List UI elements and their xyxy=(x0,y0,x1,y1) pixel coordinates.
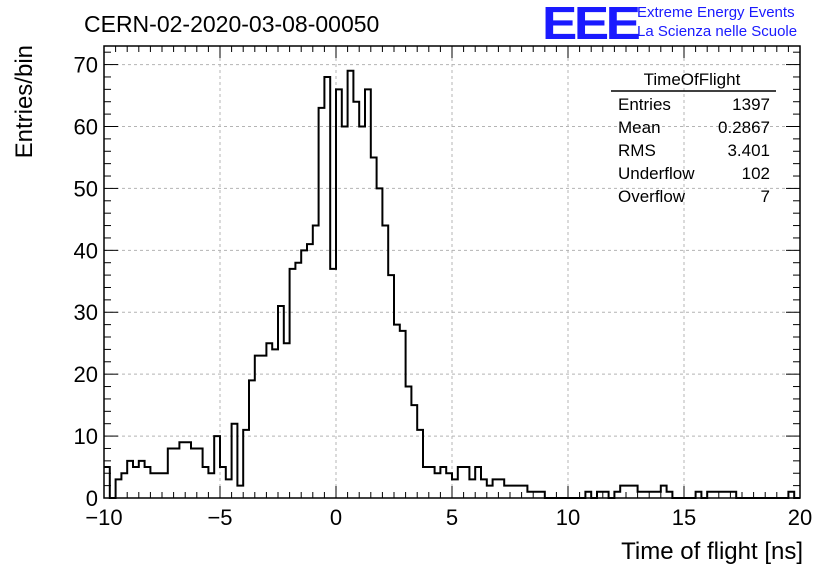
y-tick-label: 10 xyxy=(74,424,98,449)
stats-label-rms: RMS xyxy=(618,141,656,160)
eee-logo: EEE xyxy=(542,0,641,49)
x-tick-label: −5 xyxy=(207,505,232,530)
x-axis-label: Time of flight [ns] xyxy=(621,538,803,565)
stats-label-entries: Entries xyxy=(618,95,671,114)
y-tick-label: 0 xyxy=(86,486,98,511)
x-tick-label: 5 xyxy=(446,505,458,530)
stats-value-underflow: 102 xyxy=(742,164,770,183)
stats-value-entries: 1397 xyxy=(732,95,770,114)
x-tick-label: 10 xyxy=(556,505,580,530)
stats-title: TimeOfFlight xyxy=(644,70,741,89)
stats-value-overflow: 7 xyxy=(761,187,770,206)
y-tick-label: 20 xyxy=(74,362,98,387)
y-tick-label: 40 xyxy=(74,238,98,263)
y-tick-label: 50 xyxy=(74,176,98,201)
y-axis-label: Entries/bin xyxy=(11,45,38,158)
stats-label-mean: Mean xyxy=(618,118,661,137)
x-tick-label: 20 xyxy=(788,505,812,530)
grid-lines xyxy=(104,46,800,498)
stats-label-underflow: Underflow xyxy=(618,164,695,183)
x-axis-ticks: −10 −5 0 5 10 15 20 xyxy=(85,46,812,530)
y-tick-label: 70 xyxy=(74,53,98,78)
stats-label-overflow: Overflow xyxy=(618,187,686,206)
histogram-line xyxy=(104,69,800,499)
stats-value-mean: 0.2867 xyxy=(718,118,770,137)
eee-logo-text: Extreme Energy Events La Scienza nelle S… xyxy=(637,3,797,41)
y-axis-ticks: 0 10 20 30 40 50 60 70 xyxy=(74,51,800,511)
x-tick-label: 0 xyxy=(330,505,342,530)
eee-logo-line2: La Scienza nelle Scuole xyxy=(637,23,798,40)
x-tick-label: 15 xyxy=(672,505,696,530)
stats-box: TimeOfFlight Entries 1397 Mean 0.2867 RM… xyxy=(611,70,776,206)
y-tick-label: 60 xyxy=(74,114,98,139)
x-tick-label: −10 xyxy=(85,505,122,530)
eee-logo-line1: Extreme Energy Events xyxy=(637,4,795,21)
chart-title: CERN-02-2020-03-08-00050 xyxy=(84,11,379,37)
y-tick-label: 30 xyxy=(74,300,98,325)
stats-value-rms: 3.401 xyxy=(727,141,770,160)
